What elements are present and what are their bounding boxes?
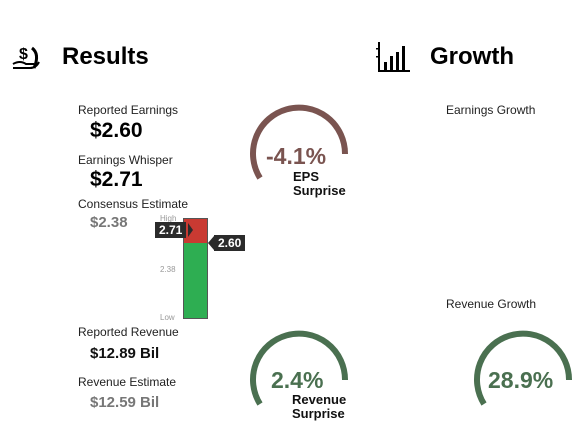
revenue-growth-value: 28.9%	[488, 367, 554, 393]
bar-low-label: Low	[160, 313, 175, 322]
range-bar-green-segment	[184, 243, 207, 318]
consensus-estimate-value: $2.38	[90, 214, 128, 231]
reported-revenue-label: Reported Revenue	[78, 325, 179, 339]
whisper-tag: 2.71	[155, 222, 187, 238]
range-bar-frame	[183, 218, 208, 319]
reported-revenue-value: $12.89 Bil	[90, 345, 160, 362]
money-hand-icon: $	[10, 42, 42, 72]
svg-text:$: $	[19, 46, 28, 63]
eps-surprise-gauge	[248, 104, 352, 208]
eps-surprise-value: -4.1%	[266, 143, 327, 169]
consensus-estimate-label: Consensus Estimate	[78, 197, 189, 211]
reported-tag: 2.60	[214, 235, 246, 251]
earnings-whisper-value: $2.71	[90, 168, 143, 191]
reported-earnings-value: $2.60	[90, 119, 143, 142]
revenue-surprise-label-2: Surprise	[292, 406, 345, 421]
results-title: Results	[62, 43, 149, 70]
earnings-whisper-label: Earnings Whisper	[78, 153, 173, 167]
reported-earnings-label: Reported Earnings	[78, 103, 179, 117]
revenue-estimate-value: $12.59 Bil	[90, 394, 160, 411]
whisper-tag-arrow	[188, 223, 193, 237]
eps-surprise-label-1: EPS	[293, 169, 320, 184]
bar-chart-icon	[376, 40, 412, 74]
revenue-surprise-label-1: Revenue	[292, 392, 347, 407]
revenue-growth-label: Revenue Growth	[446, 297, 537, 311]
revenue-surprise-gauge	[248, 330, 352, 434]
bar-high-label: High	[160, 214, 177, 223]
revenue-estimate-label: Revenue Estimate	[78, 375, 177, 389]
earnings-growth-label: Earnings Growth	[446, 103, 536, 117]
bar-mid-label: 2.38	[160, 265, 176, 274]
revenue-growth-gauge	[472, 330, 576, 434]
revenue-surprise-value: 2.4%	[271, 367, 324, 393]
growth-title: Growth	[430, 43, 514, 70]
eps-surprise-label-2: Surprise	[293, 183, 346, 198]
reported-tag-arrow	[208, 236, 214, 250]
